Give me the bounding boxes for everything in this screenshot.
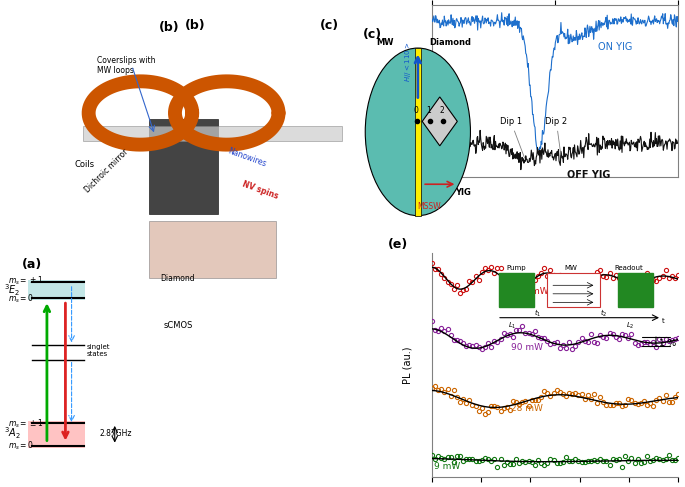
Ellipse shape bbox=[365, 48, 471, 216]
Text: Diamond: Diamond bbox=[160, 274, 195, 283]
Polygon shape bbox=[83, 126, 342, 142]
Text: (c): (c) bbox=[319, 19, 338, 32]
Text: (a): (a) bbox=[22, 258, 42, 271]
Text: 90 mW: 90 mW bbox=[511, 343, 543, 353]
Text: Coverslips with
MW loops: Coverslips with MW loops bbox=[97, 56, 155, 75]
Text: OFF YIG: OFF YIG bbox=[567, 169, 611, 180]
Text: $^3A_2$: $^3A_2$ bbox=[4, 426, 21, 441]
Text: 1: 1 bbox=[427, 106, 431, 114]
Text: Diamond: Diamond bbox=[429, 37, 472, 47]
Text: Dichroic mirror: Dichroic mirror bbox=[83, 147, 130, 194]
Text: 28 mW: 28 mW bbox=[511, 404, 543, 413]
Text: $m_s=0$: $m_s=0$ bbox=[8, 292, 34, 305]
Text: singlet
states: singlet states bbox=[87, 343, 110, 356]
Text: 0: 0 bbox=[413, 106, 418, 114]
Text: $H // <110>$: $H // <110>$ bbox=[403, 42, 412, 82]
Text: 1 %: 1 % bbox=[660, 339, 677, 348]
Text: ON YIG: ON YIG bbox=[598, 41, 632, 52]
Text: 2.87GHz: 2.87GHz bbox=[99, 430, 132, 438]
Text: 2: 2 bbox=[440, 106, 445, 114]
Text: 1 %: 1 % bbox=[448, 165, 464, 174]
Text: (b): (b) bbox=[185, 19, 206, 32]
Text: MW: MW bbox=[376, 37, 394, 47]
Text: Coils: Coils bbox=[74, 160, 95, 169]
Bar bbox=[149, 119, 218, 214]
Text: (e): (e) bbox=[388, 239, 408, 251]
Bar bbox=[29, 280, 86, 300]
Text: 280 mW: 280 mW bbox=[511, 287, 549, 296]
Text: Dip 2: Dip 2 bbox=[545, 116, 567, 155]
Polygon shape bbox=[422, 97, 458, 146]
Text: $m_s=\pm1$: $m_s=\pm1$ bbox=[8, 275, 44, 287]
Text: $^3E_2$: $^3E_2$ bbox=[4, 282, 21, 298]
Text: (c): (c) bbox=[363, 28, 382, 40]
Text: $m_s=\pm1$: $m_s=\pm1$ bbox=[8, 417, 44, 430]
Text: Dip 1: Dip 1 bbox=[499, 116, 525, 158]
Bar bbox=[414, 48, 421, 216]
Text: (b): (b) bbox=[159, 20, 179, 34]
Y-axis label: PL (au.): PL (au.) bbox=[402, 346, 412, 384]
Bar bbox=[149, 221, 275, 278]
Text: MSSW: MSSW bbox=[417, 202, 440, 211]
Bar bbox=[29, 421, 86, 448]
Text: sCMOS: sCMOS bbox=[163, 321, 192, 330]
Text: YIG: YIG bbox=[455, 187, 471, 197]
Text: $m_s=0$: $m_s=0$ bbox=[8, 440, 34, 452]
Text: 9 mW: 9 mW bbox=[434, 462, 461, 471]
Text: NV spins: NV spins bbox=[241, 179, 279, 201]
Y-axis label: PL (au.): PL (au.) bbox=[402, 73, 412, 110]
Text: Nanowires: Nanowires bbox=[227, 147, 268, 169]
